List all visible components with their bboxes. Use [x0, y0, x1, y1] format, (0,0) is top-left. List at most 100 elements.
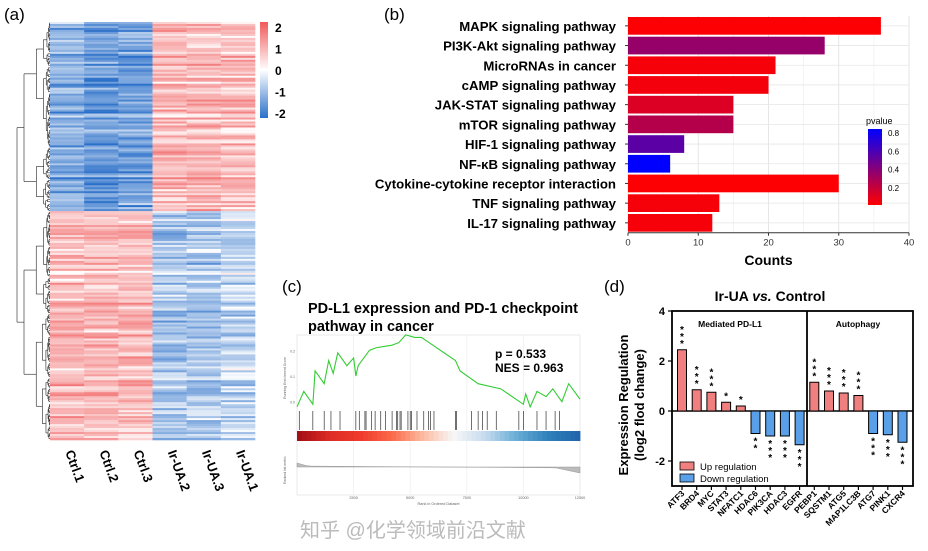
heatmap-cell	[152, 264, 187, 268]
heatmap-cell	[186, 209, 222, 212]
heatmap-cell	[84, 93, 119, 96]
heatmap-cell	[186, 296, 222, 299]
heatmap-cell	[84, 143, 119, 146]
heatmap-cell	[84, 99, 119, 102]
rank-color-segment	[462, 431, 468, 441]
rank-color-segment	[363, 431, 369, 441]
heatmap-cell	[118, 386, 153, 389]
heatmap-cell	[186, 404, 222, 407]
heatmap-cell	[220, 316, 256, 319]
heatmap-cell	[186, 312, 222, 315]
heatmap-cell	[50, 434, 85, 437]
heatmap-cell	[118, 242, 153, 246]
heatmap-cell	[118, 290, 153, 294]
heatmap-cell	[220, 232, 256, 236]
heatmap-cell	[220, 123, 256, 126]
heatmap-cell	[220, 33, 256, 37]
heatmap-cell	[152, 270, 187, 274]
heatmap-cell	[50, 159, 85, 162]
heatmap-cell	[186, 211, 222, 214]
heatmap-cell	[186, 382, 222, 385]
heatmap-cell	[220, 256, 256, 260]
bar	[853, 395, 864, 412]
heatmap-cell	[220, 73, 256, 77]
heatmap-cell	[84, 292, 119, 295]
heatmap-cell	[118, 81, 153, 85]
heatmap-cell	[186, 75, 222, 79]
heatmap-cell	[50, 207, 85, 210]
heatmap-cell	[186, 89, 222, 92]
y-tick-label: 0.2	[290, 349, 295, 353]
heatmap-cell	[50, 346, 85, 349]
heatmap-cell	[84, 95, 119, 98]
heatmap-cell	[220, 438, 256, 441]
heatmap-cell	[118, 430, 153, 433]
heatmap-cell	[186, 270, 222, 274]
heatmap-cell	[118, 131, 153, 134]
rank-color-segment	[301, 431, 307, 441]
heatmap-cell	[50, 414, 85, 417]
heatmap-cell	[50, 205, 85, 208]
heatmap-cell	[118, 332, 153, 335]
heatmap-cell	[84, 231, 119, 234]
heatmap-cell	[186, 356, 222, 359]
heatmap-cell	[118, 316, 153, 319]
heatmap-cell	[220, 272, 256, 276]
heatmap-cell	[186, 25, 222, 29]
heatmap-cell	[118, 436, 153, 439]
heatmap-cell	[152, 63, 187, 67]
rank-color-segment	[325, 431, 331, 441]
heatmap-cell	[186, 390, 222, 393]
heatmap-cell	[84, 127, 119, 130]
heatmap-cell	[118, 69, 153, 73]
significance-marker: * * *	[680, 325, 684, 350]
heatmap-cell	[84, 346, 119, 349]
heatmap-cell	[152, 151, 187, 154]
legend-colorbar	[868, 129, 882, 205]
y2-axis-label: Ranked list metric	[283, 456, 287, 484]
heatmap-cell	[50, 356, 85, 359]
heatmap-cell	[50, 292, 85, 295]
heatmap-cell	[186, 181, 222, 184]
heatmap-cell	[84, 51, 119, 55]
heatmap-cell	[50, 185, 85, 188]
heatmap-cell	[50, 388, 85, 391]
heatmap-cell	[186, 49, 222, 53]
heatmap-cell	[50, 163, 85, 166]
heatmap-cell	[152, 320, 187, 323]
heatmap-cell	[152, 79, 187, 83]
heatmap-cell	[50, 101, 85, 104]
heatmap-cell	[220, 85, 256, 88]
heatmap-cell	[152, 101, 187, 104]
heatmap-cell	[186, 418, 222, 421]
heatmap-cell	[186, 234, 222, 238]
heatmap-cell	[118, 346, 153, 349]
heatmap-cell	[84, 39, 119, 43]
heatmap-cell	[152, 205, 187, 208]
heatmap-cell	[186, 330, 222, 333]
heatmap-cell	[152, 340, 187, 343]
heatmap-cell	[220, 75, 256, 79]
heatmap-cell	[186, 318, 222, 321]
heatmap-cell	[84, 318, 119, 321]
heatmap-cell	[152, 75, 187, 79]
heatmap-cell	[84, 141, 119, 144]
heatmap-cell	[50, 217, 85, 220]
heatmap-cell	[152, 41, 187, 45]
heatmap-cell	[50, 380, 85, 383]
heatmap-cell	[152, 197, 187, 200]
heatmap-cell	[118, 326, 153, 329]
heatmap-cell	[186, 290, 222, 294]
heatmap-cell	[152, 203, 187, 206]
heatmap-cell	[118, 31, 153, 35]
heatmap-cell	[152, 382, 187, 385]
heatmap-cell	[220, 370, 256, 373]
heatmap-cell	[186, 193, 222, 196]
heatmap-cell	[50, 141, 85, 144]
heatmap-cell	[186, 113, 222, 116]
heatmap-cell	[152, 61, 187, 65]
heatmap-cell	[152, 189, 187, 192]
heatmap-cell	[220, 129, 256, 132]
heatmap-cell	[84, 215, 119, 218]
heatmap-cell	[220, 157, 256, 160]
